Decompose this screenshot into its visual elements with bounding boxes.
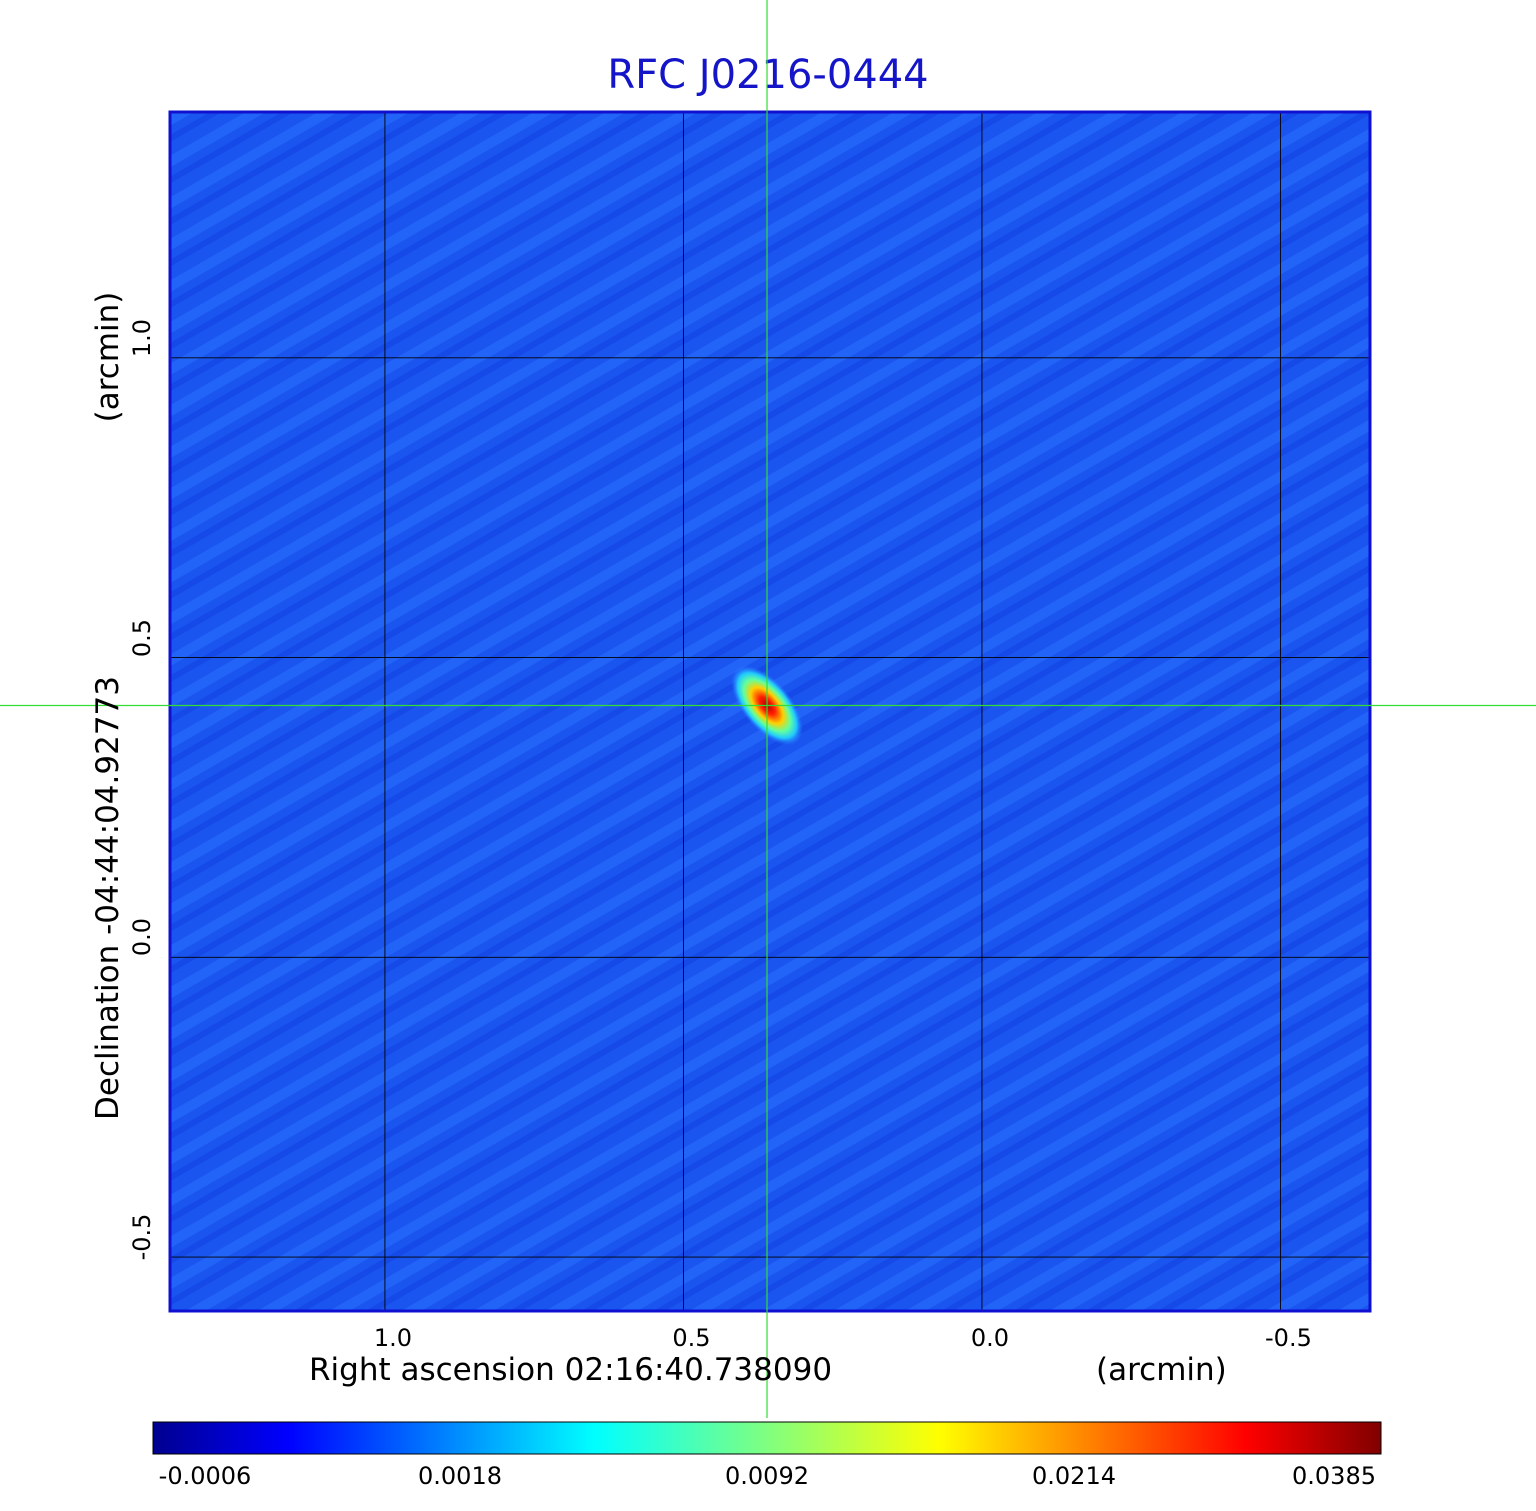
colorbar-tick-label: 0.0214 [1032, 1462, 1116, 1490]
colorbar-tick-label: 0.0385 [1292, 1462, 1376, 1490]
image-frame [168, 110, 1372, 1313]
y-tick-label: 0.5 [128, 618, 156, 657]
x-tick-label: 0.0 [970, 1324, 1010, 1352]
y-axis-unit: (arcmin) [90, 291, 126, 423]
y-tick-label: -0.5 [128, 1213, 156, 1261]
x-tick-label: 1.0 [373, 1324, 413, 1352]
y-tick-label: 0.0 [128, 918, 156, 957]
colorbar-tick-label: 0.0018 [418, 1462, 502, 1490]
colorbar [152, 1421, 1382, 1455]
chart-title: RFC J0216-0444 [607, 52, 929, 98]
x-axis-label: Right ascension 02:16:40.738090 [309, 1352, 833, 1388]
grid-lines [170, 112, 1370, 1311]
x-tick-label: -0.5 [1265, 1324, 1312, 1352]
x-tick-label: 0.5 [672, 1324, 711, 1352]
colorbar-tick-label: -0.0006 [158, 1462, 252, 1490]
x-axis-unit: (arcmin) [1096, 1352, 1227, 1388]
colorbar-tick-label: 0.0092 [725, 1462, 809, 1490]
y-axis-label: Declination -04:44:04.92773 [90, 676, 126, 1120]
y-tick-label: 1.0 [128, 318, 156, 357]
